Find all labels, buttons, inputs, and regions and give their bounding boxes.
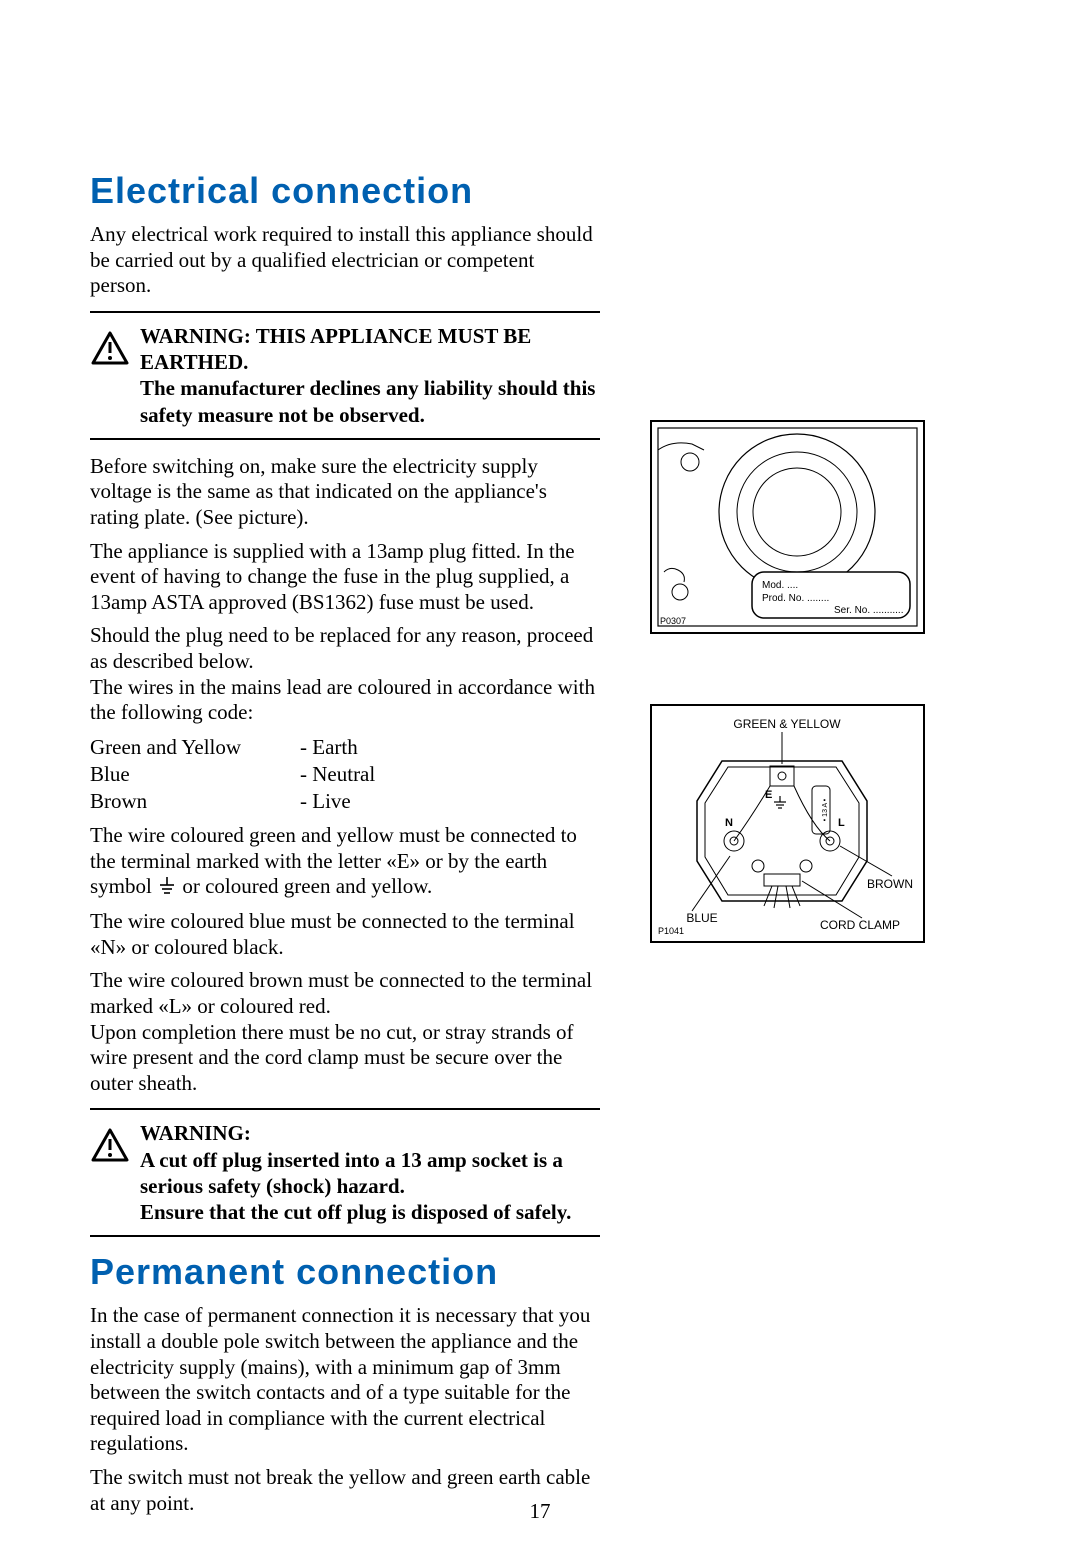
warning-box-2: WARNING: A cut off plug inserted into a … — [90, 1108, 600, 1237]
figure-plug-wiring: GREEN & YELLOW E — [650, 704, 925, 943]
fig2-fuse-label: • 13 A • — [822, 798, 829, 821]
figure-rating-plate: Mod. .... Prod. No. ........ Ser. No. ..… — [650, 420, 925, 634]
para6: The wire coloured brown must be connecte… — [90, 968, 600, 1019]
para3c: The wires in the mains lead are coloured… — [90, 675, 600, 726]
para6b: Upon completion there must be no cut, or… — [90, 1020, 600, 1097]
warning2-text: WARNING: A cut off plug inserted into a … — [140, 1120, 600, 1225]
para5: The wire coloured blue must be connected… — [90, 909, 600, 960]
fig1-prod: Prod. No. ........ — [762, 593, 829, 604]
wire-func: - Live — [300, 788, 375, 815]
warning1-line2: The manufacturer declines any liability … — [140, 375, 600, 428]
wire-name: Brown — [90, 788, 300, 815]
section1-title: Electrical connection — [90, 170, 600, 212]
wire-name: Blue — [90, 761, 300, 788]
table-row: Brown - Live — [90, 788, 375, 815]
warning2-line1: WARNING: — [140, 1120, 600, 1146]
fig1-corner: P0307 — [660, 616, 686, 626]
page: Electrical connection Any electrical wor… — [0, 0, 1080, 1564]
para3b: Should the plug need to be replaced for … — [90, 623, 600, 674]
para3: The appliance is supplied with a 13amp p… — [90, 539, 600, 616]
fig1-ser: Ser. No. ........... — [834, 605, 903, 616]
fig1-mod: Mod. .... — [762, 580, 798, 591]
wire-func: - Neutral — [300, 761, 375, 788]
fig2-n-label: N — [725, 817, 733, 829]
warning-icon — [90, 1120, 130, 1162]
fig2-blue-label: BLUE — [686, 911, 717, 925]
two-column-layout: Electrical connection Any electrical wor… — [90, 170, 990, 1524]
wire-name: Green and Yellow — [90, 734, 300, 761]
earth-icon — [159, 876, 175, 902]
page-number: 17 — [0, 1499, 1080, 1524]
section2-title: Permanent connection — [90, 1251, 600, 1293]
warning1-line1: WARNING: THIS APPLIANCE MUST BE EARTHED. — [140, 323, 600, 376]
warning1-text: WARNING: THIS APPLIANCE MUST BE EARTHED.… — [140, 323, 600, 428]
warning2-line3: Ensure that the cut off plug is disposed… — [140, 1199, 600, 1225]
fig2-e-label: E — [765, 789, 772, 801]
para2: Before switching on, make sure the elect… — [90, 454, 600, 531]
fig2-l-label: L — [838, 817, 845, 829]
fig2-green-yellow-label: GREEN & YELLOW — [733, 717, 841, 731]
table-row: Green and Yellow - Earth — [90, 734, 375, 761]
section2-para1: In the case of permanent connection it i… — [90, 1303, 600, 1457]
wire-func: - Earth — [300, 734, 375, 761]
fig2-corner: P1041 — [658, 926, 684, 936]
table-row: Blue - Neutral — [90, 761, 375, 788]
warning2-line2: A cut off plug inserted into a 13 amp so… — [140, 1147, 600, 1200]
warning-box-1: WARNING: THIS APPLIANCE MUST BE EARTHED.… — [90, 311, 600, 440]
para4b: or coloured green and yellow. — [182, 874, 432, 898]
warning-icon — [90, 323, 130, 365]
right-column: Mod. .... Prod. No. ........ Ser. No. ..… — [650, 170, 990, 1524]
fig2-clamp-label: CORD CLAMP — [820, 918, 900, 932]
para4: The wire coloured green and yellow must … — [90, 823, 600, 901]
wire-colour-table: Green and Yellow - Earth Blue - Neutral … — [90, 734, 375, 815]
fig2-brown-label: BROWN — [867, 877, 913, 891]
section1-intro: Any electrical work required to install … — [90, 222, 600, 299]
left-column: Electrical connection Any electrical wor… — [90, 170, 600, 1524]
